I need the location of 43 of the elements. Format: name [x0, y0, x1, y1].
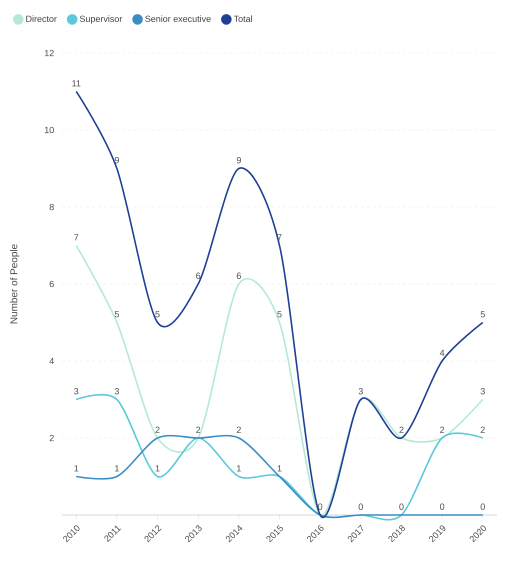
legend-label: Director — [26, 15, 57, 22]
data-label: 3 — [114, 388, 119, 394]
data-label: 5 — [155, 311, 160, 318]
data-label: 1 — [278, 465, 282, 472]
y-tick-label: 12 — [44, 50, 54, 56]
y-tick-label: 6 — [50, 280, 54, 288]
data-label: 2 — [196, 426, 200, 433]
data-label: 3 — [358, 388, 363, 394]
data-label: 0 — [399, 504, 404, 510]
y-tick-label: 8 — [50, 204, 54, 210]
data-label: 1 — [156, 465, 160, 472]
data-label: 2 — [480, 426, 485, 433]
data-label: 2 — [440, 426, 444, 433]
y-axis-title: Number of People — [10, 244, 20, 324]
legend-label: Total — [234, 15, 252, 22]
data-label: 0 — [480, 504, 485, 510]
data-label: 0 — [358, 504, 363, 510]
data-label: 1 — [115, 465, 119, 472]
data-label: 5 — [480, 311, 485, 318]
data-label: 9 — [236, 157, 241, 164]
data-label: 3 — [480, 388, 485, 394]
y-tick-label: 4 — [49, 358, 54, 364]
data-label: 2 — [156, 426, 160, 433]
data-label: 0 — [318, 504, 322, 510]
data-label: 5 — [114, 311, 119, 318]
y-tick-label: 10 — [44, 126, 54, 134]
y-tick-label: 2 — [50, 434, 54, 442]
legend-label: Supervisor — [80, 15, 122, 24]
data-label: 9 — [114, 157, 119, 164]
data-label: 4 — [440, 350, 444, 356]
data-label: 0 — [440, 504, 444, 510]
data-label: 1 — [237, 465, 241, 472]
data-label: 1 — [74, 465, 78, 472]
data-label: 6 — [236, 272, 241, 279]
data-label: 7 — [74, 234, 78, 240]
data-label: 5 — [277, 311, 282, 318]
data-label: 6 — [196, 272, 200, 279]
data-label: 2 — [399, 426, 404, 433]
line-series — [75, 244, 484, 516]
data-label: 11 — [72, 80, 80, 86]
legend-label: Senior executive — [145, 15, 211, 22]
data-label: 3 — [74, 388, 78, 394]
data-label: 2 — [236, 426, 241, 433]
